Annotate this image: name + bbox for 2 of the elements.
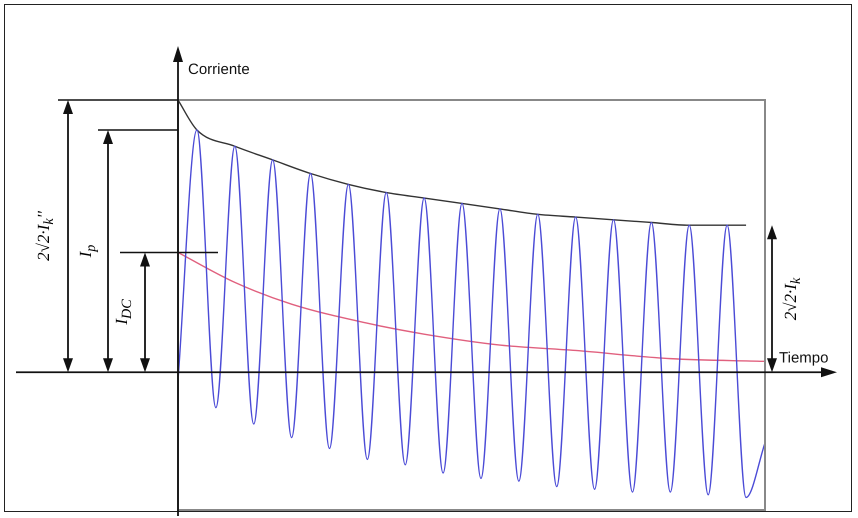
y-axis-title: Corriente bbox=[188, 61, 250, 78]
x-axis-title: Tiempo bbox=[779, 349, 828, 366]
